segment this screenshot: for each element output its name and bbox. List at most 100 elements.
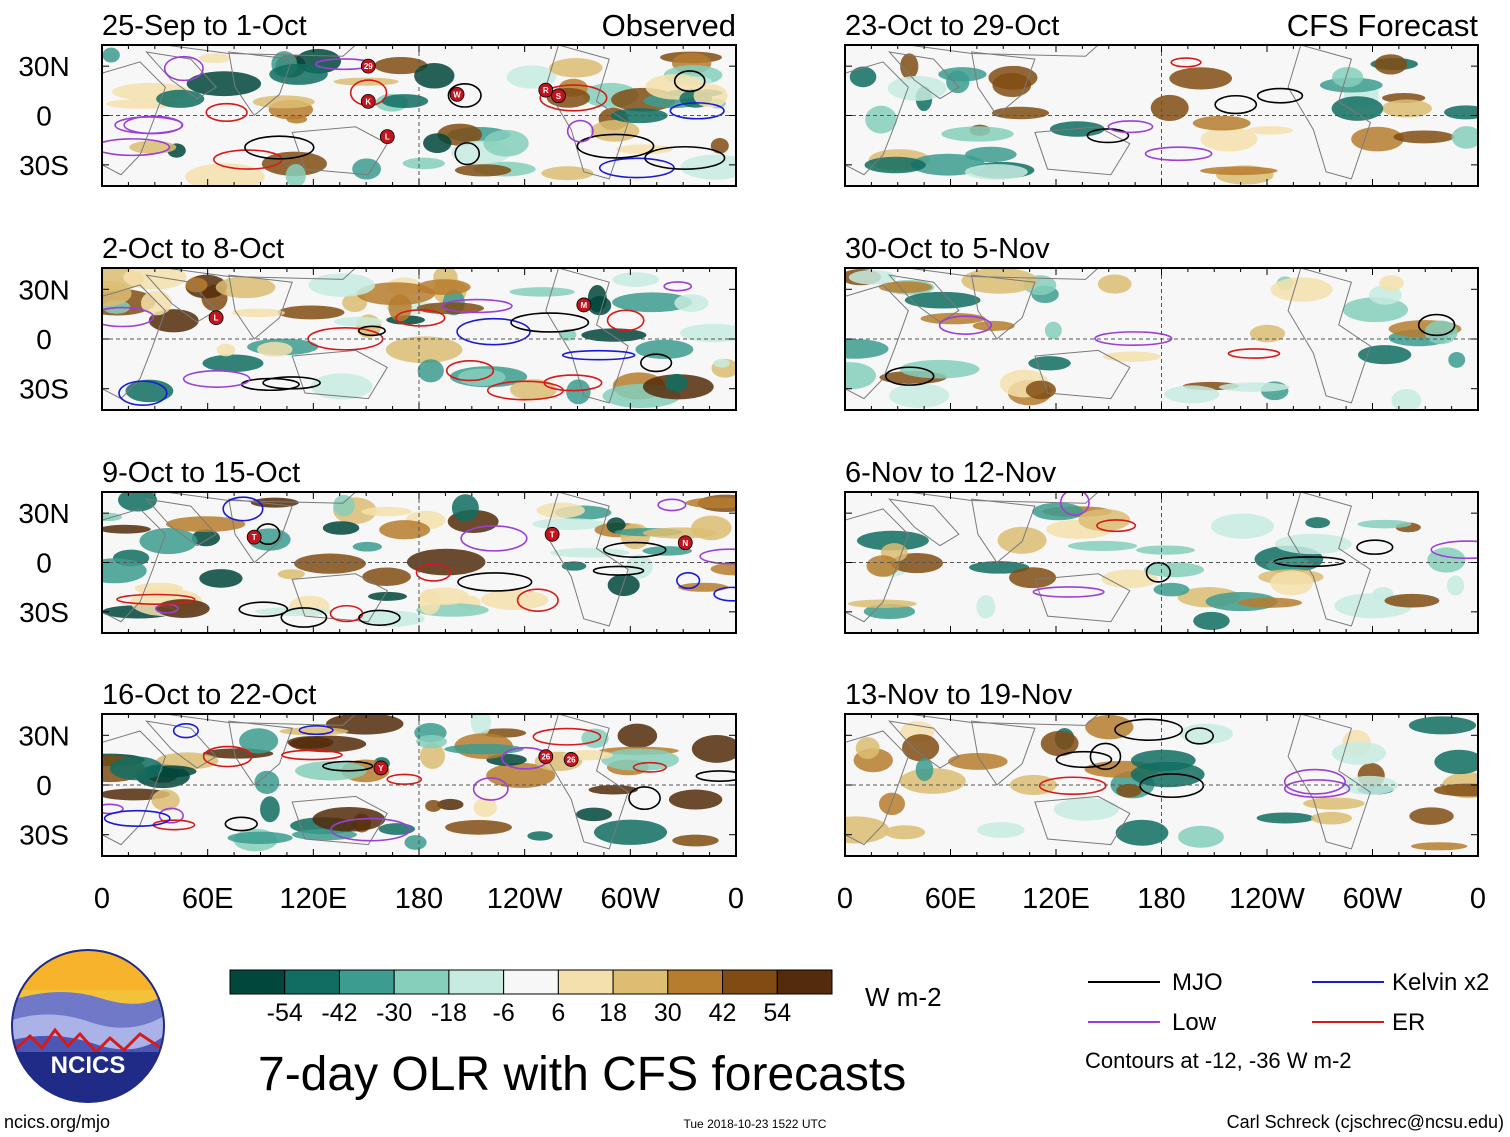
negative-anomaly	[977, 822, 1025, 838]
colorbar-swatch	[612, 969, 669, 995]
legend-kelvin-label: Kelvin x2	[1392, 969, 1489, 996]
colorbar-swatch	[557, 969, 614, 995]
negative-anomaly	[1136, 545, 1195, 555]
positive-anomaly	[165, 516, 246, 532]
ncics-logo: NCICS	[11, 949, 165, 1103]
positive-anomaly	[1009, 567, 1057, 589]
positive-anomaly	[312, 806, 386, 832]
positive-anomaly	[445, 820, 512, 835]
colorbar: -54 -42 -30 -18 -6 6 18 30 42 54	[229, 969, 833, 1027]
positive-anomaly	[845, 816, 890, 844]
low-contour	[330, 817, 411, 842]
positive-anomaly	[642, 527, 718, 539]
negative-anomaly	[549, 547, 630, 558]
negative-anomaly	[1434, 749, 1478, 775]
positive-anomaly	[277, 569, 305, 580]
mjo-contour	[1145, 561, 1172, 583]
negative-anomaly	[506, 65, 557, 89]
footer-website: ncics.org/mjo	[4, 1112, 110, 1132]
negative-anomaly	[139, 527, 198, 555]
lat-label: 0	[36, 324, 52, 355]
mjo-contour	[673, 70, 706, 93]
positive-anomaly	[385, 336, 463, 364]
storm-marker-icon	[360, 58, 376, 74]
coastline	[970, 498, 1036, 564]
positive-anomaly	[948, 753, 1008, 770]
negative-anomaly	[845, 338, 889, 359]
coastline	[1034, 573, 1131, 623]
positive-anomaly	[878, 281, 933, 293]
storm-marker-icon	[551, 88, 566, 104]
lon-label: 120W	[1229, 883, 1305, 915]
positive-anomaly	[374, 56, 428, 75]
negative-anomaly	[191, 529, 221, 547]
negative-anomaly	[444, 743, 524, 755]
kelvin-contour	[669, 102, 725, 120]
negative-anomaly	[239, 728, 279, 754]
positive-anomaly	[1116, 783, 1142, 798]
positive-anomaly	[361, 506, 412, 517]
positive-anomaly	[1200, 127, 1258, 152]
negative-anomaly	[1305, 517, 1331, 529]
positive-anomaly	[326, 714, 404, 735]
positive-anomaly	[287, 736, 334, 749]
coastline	[545, 714, 629, 850]
negative-anomaly	[414, 63, 455, 89]
negative-anomaly	[915, 758, 934, 782]
negative-anomaly	[102, 558, 147, 584]
positive-anomaly	[1310, 811, 1353, 825]
negative-anomaly	[423, 133, 452, 154]
coastline	[145, 498, 217, 547]
lat-label: 30N	[18, 274, 69, 305]
negative-anomaly	[899, 359, 980, 379]
positive-anomaly	[1393, 130, 1455, 144]
olr-field	[102, 492, 736, 633]
colorbar-tick-label: -54	[267, 999, 303, 1027]
negative-anomaly	[322, 521, 360, 535]
positive-anomaly	[1192, 115, 1251, 131]
er-contour	[516, 588, 559, 612]
panel-period-title: 30-Oct to 5-Nov	[845, 233, 1050, 265]
low-contour	[938, 315, 993, 335]
negative-anomaly	[417, 359, 444, 383]
negative-anomaly	[310, 373, 373, 400]
storm-marker-icon	[677, 535, 693, 551]
negative-anomaly	[1444, 105, 1478, 120]
colorbar-swatch	[776, 969, 833, 995]
footer-timestamp: Tue 2018-10-23 1522 UTC	[684, 1117, 827, 1131]
storm-marker-icon	[576, 297, 592, 313]
negative-anomaly	[1274, 533, 1352, 555]
olr-field	[845, 268, 1478, 410]
mjo-contour	[1214, 94, 1258, 115]
negative-anomaly	[532, 518, 605, 530]
negative-anomaly	[1028, 356, 1071, 371]
coastline	[228, 720, 293, 786]
negative-anomaly	[509, 287, 575, 297]
er-contour	[445, 359, 495, 382]
coastline	[970, 720, 1036, 786]
positive-anomaly	[992, 72, 1032, 98]
positive-anomaly	[1433, 783, 1478, 797]
positive-anomaly	[855, 737, 880, 759]
coastline	[291, 349, 389, 400]
positive-anomaly	[549, 58, 603, 78]
negative-anomaly	[946, 70, 970, 94]
storm-marker-label: T	[550, 530, 555, 539]
positive-anomaly	[256, 341, 293, 357]
lat-label: 0	[36, 770, 52, 801]
positive-anomaly	[277, 305, 345, 320]
positive-anomaly	[1381, 99, 1432, 118]
colorbar-swatch	[338, 969, 395, 995]
storm-marker-label: Y	[378, 764, 384, 773]
olr-field	[845, 492, 1478, 633]
coastline	[1287, 714, 1371, 850]
positive-anomaly	[1410, 842, 1468, 851]
er-contour	[395, 309, 446, 327]
mjo-contour	[262, 376, 321, 390]
map-panel: 30N 0 30S 25-Sep to 1-Oct	[18, 10, 737, 187]
negative-anomaly	[576, 807, 613, 822]
kelvin-contour	[222, 496, 264, 522]
coastline	[102, 284, 166, 400]
negative-anomaly	[1332, 67, 1364, 88]
positive-anomaly	[691, 734, 736, 763]
